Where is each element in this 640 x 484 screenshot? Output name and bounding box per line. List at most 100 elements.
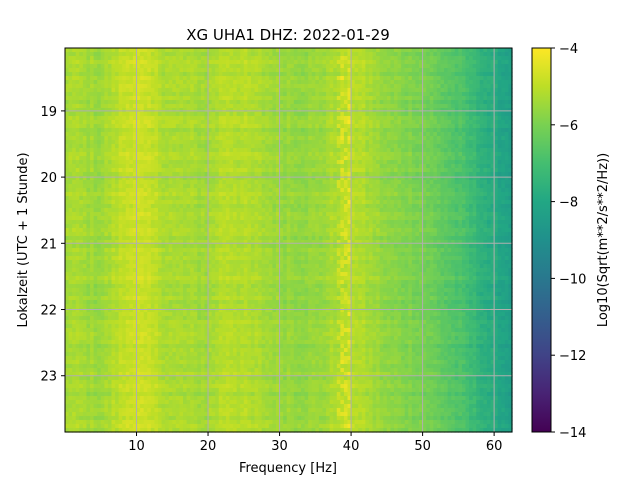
heatmap-cell	[333, 100, 338, 105]
heatmap-cell	[132, 164, 138, 169]
heatmap-cell	[497, 188, 502, 193]
heatmap-cell	[465, 112, 470, 117]
heatmap-cell	[311, 112, 316, 117]
heatmap-cell	[154, 48, 159, 53]
heatmap-cell	[72, 92, 77, 97]
heatmap-cell	[397, 148, 402, 153]
heatmap-cell	[111, 72, 116, 77]
heatmap-cell	[465, 72, 470, 77]
heatmap-cell	[179, 88, 184, 93]
heatmap-cell	[476, 88, 481, 93]
heatmap-cell	[186, 56, 191, 61]
heatmap-cell	[361, 184, 366, 189]
heatmap-cell	[304, 148, 309, 153]
heatmap-cell	[429, 96, 434, 101]
heatmap-cell	[186, 164, 191, 169]
heatmap-cell	[340, 72, 345, 77]
heatmap-cell	[336, 100, 341, 105]
heatmap-cell	[490, 128, 495, 133]
heatmap-cell	[179, 164, 184, 169]
heatmap-cell	[440, 204, 445, 209]
heatmap-cell	[404, 72, 409, 77]
heatmap-cell	[440, 52, 445, 57]
heatmap-cell	[386, 184, 392, 189]
heatmap-cell	[190, 116, 195, 121]
heatmap-cell	[75, 140, 80, 145]
heatmap-cell	[368, 196, 374, 201]
heatmap-cell	[486, 84, 492, 89]
heatmap-cell	[433, 164, 438, 169]
heatmap-cell	[268, 72, 274, 77]
heatmap-cell	[115, 124, 120, 129]
heatmap-cell	[401, 88, 406, 93]
heatmap-cell	[275, 56, 281, 61]
heatmap-cell	[183, 56, 188, 61]
heatmap-cell	[436, 188, 442, 193]
heatmap-cell	[229, 64, 234, 69]
heatmap-cell	[429, 168, 434, 173]
heatmap-cell	[436, 84, 442, 89]
heatmap-cell	[358, 132, 363, 137]
heatmap-cell	[304, 84, 309, 89]
heatmap-cell	[304, 108, 309, 113]
heatmap-cell	[225, 64, 231, 69]
heatmap-cell	[157, 160, 163, 165]
heatmap-cell	[376, 144, 381, 149]
heatmap-cell	[383, 100, 388, 105]
heatmap-cell	[361, 136, 366, 141]
heatmap-cell	[415, 76, 420, 81]
heatmap-cell	[229, 144, 234, 149]
heatmap-cell	[497, 136, 502, 141]
heatmap-cell	[279, 108, 284, 113]
heatmap-cell	[404, 196, 409, 201]
heatmap-cell	[433, 140, 438, 145]
heatmap-cell	[140, 136, 145, 141]
heatmap-cell	[469, 72, 474, 77]
heatmap-cell	[308, 108, 313, 113]
heatmap-cell	[279, 120, 284, 125]
heatmap-cell	[193, 152, 198, 157]
heatmap-cell	[265, 168, 270, 173]
heatmap-cell	[326, 192, 331, 197]
heatmap-cell	[225, 168, 231, 173]
heatmap-cell	[254, 116, 259, 121]
heatmap-cell	[208, 204, 213, 209]
heatmap-cell	[347, 156, 352, 161]
heatmap-cell	[265, 132, 270, 137]
heatmap-cell	[197, 84, 202, 89]
heatmap-cell	[397, 156, 402, 161]
heatmap-cell	[508, 96, 513, 101]
heatmap-cell	[308, 152, 313, 157]
heatmap-cell	[501, 144, 506, 149]
heatmap-cell	[422, 100, 427, 105]
heatmap-cell	[304, 200, 309, 205]
heatmap-cell	[390, 144, 395, 149]
heatmap-cell	[222, 92, 227, 97]
heatmap-cell	[397, 184, 402, 189]
heatmap-cell	[290, 52, 295, 57]
heatmap-cell	[318, 88, 324, 93]
heatmap-cell	[229, 164, 234, 169]
heatmap-cell	[129, 196, 134, 201]
heatmap-cell	[426, 196, 431, 201]
heatmap-cell	[115, 144, 120, 149]
heatmap-cell	[129, 160, 134, 165]
heatmap-cell	[404, 60, 409, 65]
heatmap-cell	[236, 168, 241, 173]
heatmap-cell	[122, 84, 127, 89]
heatmap-cell	[250, 132, 256, 137]
heatmap-cell	[243, 160, 248, 165]
heatmap-cell	[186, 132, 191, 137]
heatmap-cell	[129, 184, 134, 189]
heatmap-cell	[129, 112, 134, 117]
heatmap-cell	[132, 196, 138, 201]
heatmap-cell	[157, 124, 163, 129]
heatmap-cell	[329, 192, 334, 197]
heatmap-cell	[179, 156, 184, 161]
heatmap-cell	[125, 64, 130, 69]
heatmap-cell	[408, 96, 413, 101]
heatmap-cell	[308, 180, 313, 185]
heatmap-cell	[486, 168, 492, 173]
heatmap-cell	[115, 60, 120, 65]
heatmap-cell	[132, 188, 138, 193]
